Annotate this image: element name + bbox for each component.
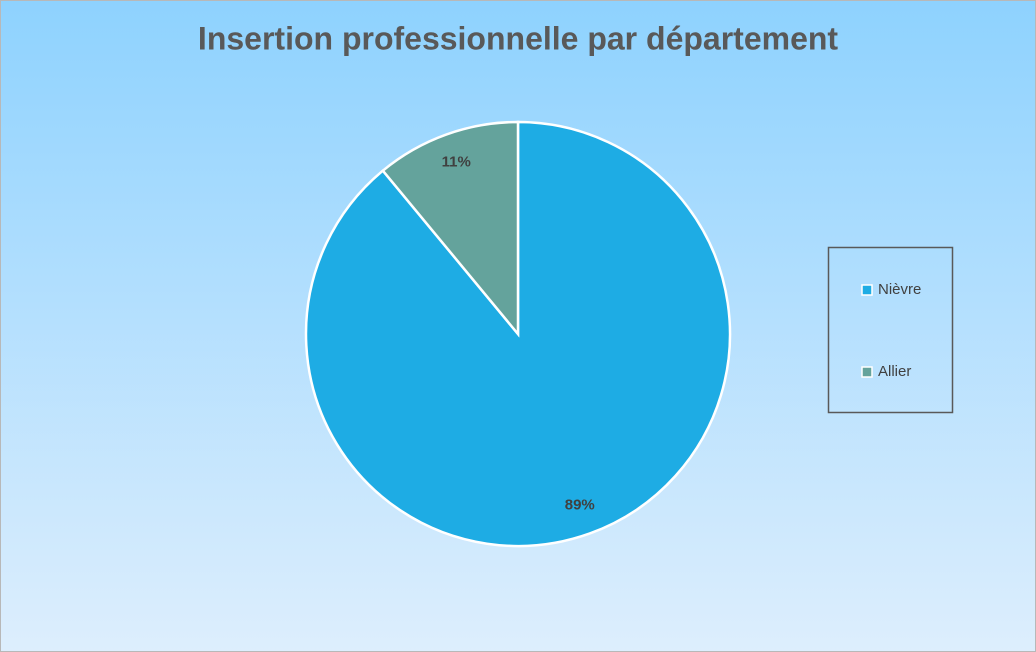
legend-marker [861, 284, 873, 296]
pie: 89% 11% [304, 120, 732, 548]
legend-box [827, 246, 954, 414]
data-label: 89% [565, 497, 595, 514]
pie-slice [381, 120, 520, 338]
chart-title: Insertion professionnelle par départemen… [198, 20, 838, 56]
legend-label: Nièvre [878, 281, 921, 298]
legend: Nièvre Allier [861, 281, 921, 380]
data-label: 11% [442, 153, 471, 170]
legend-label: Allier [878, 363, 911, 380]
legend-marker [861, 366, 873, 378]
